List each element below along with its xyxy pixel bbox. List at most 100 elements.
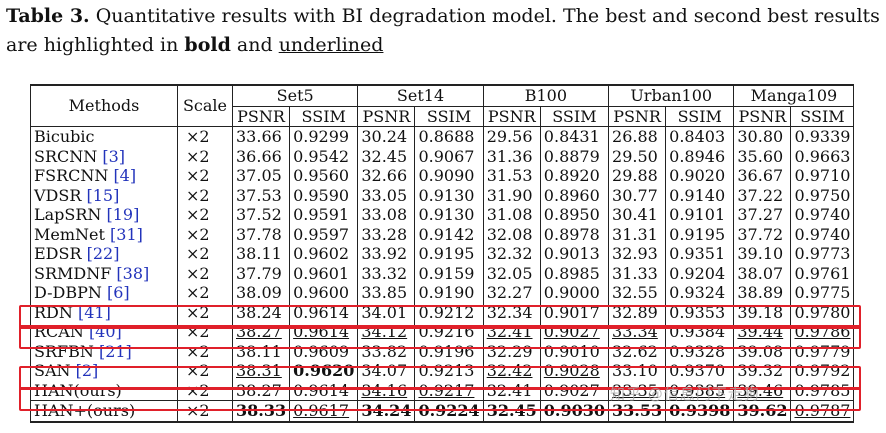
ssim-cell: 0.9000 — [540, 283, 610, 303]
method-name: MemNet [31] — [30, 224, 178, 244]
method-label: EDSR — [34, 244, 87, 263]
psnr-cell: 39.08 — [733, 341, 792, 361]
method-label: HAN(ours) — [34, 380, 122, 400]
table-row: D-DBPN [6] ×2 38.09 0.9600 33.85 0.9190 32.27 0… — [30, 283, 855, 303]
header-ssim: SSIM — [540, 106, 610, 127]
ssim-cell: 0.9601 — [289, 263, 359, 283]
scale-cell: ×2 — [177, 283, 233, 303]
method-label: D-DBPN — [34, 283, 107, 302]
ssim-cell: 0.9140 — [665, 185, 735, 205]
header-scale: Scale — [177, 85, 233, 127]
ssim-cell: 0.9190 — [414, 283, 484, 303]
psnr-cell: 32.32 — [483, 244, 541, 264]
ssim-cell: 0.9013 — [540, 244, 610, 264]
method-label: RDN — [34, 302, 78, 322]
psnr-cell: 37.05 — [232, 166, 291, 186]
citation-link[interactable]: [31] — [110, 224, 143, 244]
scale-cell: ×2 — [177, 341, 233, 361]
ssim-cell: 0.9779 — [790, 341, 855, 361]
psnr-cell: 37.22 — [733, 185, 792, 205]
ssim-cell: 0.8688 — [414, 126, 484, 147]
ssim-cell: 0.9620 — [289, 361, 359, 381]
psnr-cell: 39.46 — [733, 380, 792, 401]
ssim-cell: 0.9351 — [665, 244, 735, 264]
psnr-cell: 38.11 — [232, 341, 291, 361]
ssim-cell: 0.9028 — [540, 361, 610, 381]
ssim-cell: 0.9020 — [665, 166, 735, 186]
psnr-cell: 32.08 — [483, 224, 541, 244]
method-label: FSRCNN — [34, 166, 114, 185]
ssim-cell: 0.9195 — [414, 244, 484, 264]
citation-link[interactable]: [22] — [86, 244, 120, 263]
header-psnr: PSNR — [483, 106, 541, 127]
scale-cell: ×2 — [177, 263, 233, 283]
ssim-cell: 0.8950 — [540, 205, 610, 225]
ssim-cell: 0.9370 — [665, 361, 735, 381]
ssim-cell: 0.9740 — [790, 205, 855, 225]
psnr-cell: 32.05 — [483, 263, 541, 283]
method-name: HAN(ours) — [30, 380, 178, 401]
scale-cell: ×2 — [177, 361, 233, 381]
psnr-cell: 32.42 — [483, 361, 541, 381]
ssim-cell: 0.9792 — [790, 361, 855, 381]
psnr-cell: 30.80 — [733, 126, 792, 147]
ssim-cell: 0.9010 — [540, 341, 610, 361]
ssim-cell: 0.8403 — [665, 126, 735, 147]
citation-link[interactable]: [3] — [102, 146, 126, 166]
method-name: VDSR [15] — [30, 185, 178, 205]
psnr-cell: 37.79 — [232, 263, 291, 283]
psnr-cell: 30.77 — [608, 185, 667, 205]
table-row: HAN(ours) ×2 38.27 0.9614 34.16 0.9217 32.41 0.… — [30, 380, 855, 401]
table-row: MemNet [31] ×2 37.78 0.9597 33.28 0.9142 32.08… — [30, 224, 855, 244]
header-psnr: PSNR — [357, 106, 416, 127]
psnr-cell: 37.52 — [232, 205, 291, 225]
method-name: Bicubic — [30, 126, 178, 147]
method-label: LapSRN — [34, 205, 107, 224]
ssim-cell: 0.8431 — [540, 126, 610, 147]
ssim-cell: 0.9750 — [790, 185, 855, 205]
ssim-cell: 0.8920 — [540, 166, 610, 186]
psnr-cell: 33.66 — [232, 126, 291, 147]
ssim-cell: 0.9590 — [289, 185, 359, 205]
header-dataset: Set14 — [357, 85, 484, 106]
scale-cell: ×2 — [177, 244, 233, 264]
citation-link[interactable]: [21] — [98, 341, 132, 361]
table-row: VDSR [15] ×2 37.53 0.9590 33.05 0.9130 31.90 0.… — [30, 185, 855, 205]
ssim-cell: 0.9787 — [790, 400, 855, 422]
ssim-cell: 0.9614 — [289, 380, 359, 401]
citation-link[interactable]: [41] — [77, 302, 111, 322]
ssim-cell: 0.9385 — [665, 380, 735, 401]
ssim-cell: 0.8985 — [540, 263, 610, 283]
psnr-cell: 26.88 — [608, 126, 667, 147]
ssim-cell: 0.9785 — [790, 380, 855, 401]
scale-cell: ×2 — [177, 166, 233, 186]
psnr-cell: 33.35 — [608, 380, 667, 401]
citation-link[interactable]: [15] — [86, 185, 120, 205]
ssim-cell: 0.9090 — [414, 166, 484, 186]
ssim-cell: 0.8978 — [540, 224, 610, 244]
psnr-cell: 32.29 — [483, 341, 541, 361]
psnr-cell: 34.07 — [357, 361, 416, 381]
citation-link[interactable]: [6] — [106, 283, 130, 302]
ssim-cell: 0.9740 — [790, 224, 855, 244]
watermark: 知乎 @信息门下走狗 — [610, 385, 760, 403]
citation-link[interactable]: [19] — [106, 205, 140, 224]
psnr-cell: 32.66 — [357, 166, 416, 186]
scale-cell: ×2 — [177, 185, 233, 205]
psnr-cell: 33.82 — [357, 341, 416, 361]
citation-link[interactable]: [38] — [116, 263, 150, 283]
header-psnr: PSNR — [608, 106, 667, 127]
psnr-cell: 37.72 — [733, 224, 792, 244]
citation-link[interactable]: [2] — [75, 361, 99, 380]
highlight-box-san — [19, 366, 861, 390]
ssim-cell: 0.9196 — [414, 341, 484, 361]
scale-cell: ×2 — [177, 146, 233, 166]
ssim-cell: 0.9761 — [790, 263, 855, 283]
citation-link[interactable]: [4] — [113, 166, 137, 185]
header-dataset: Manga109 — [733, 85, 855, 106]
header-dataset: Set5 — [232, 85, 359, 106]
ssim-cell: 0.9027 — [540, 380, 610, 401]
ssim-cell: 0.9142 — [414, 224, 484, 244]
ssim-cell: 0.9339 — [790, 126, 855, 147]
psnr-cell: 38.24 — [232, 302, 291, 322]
